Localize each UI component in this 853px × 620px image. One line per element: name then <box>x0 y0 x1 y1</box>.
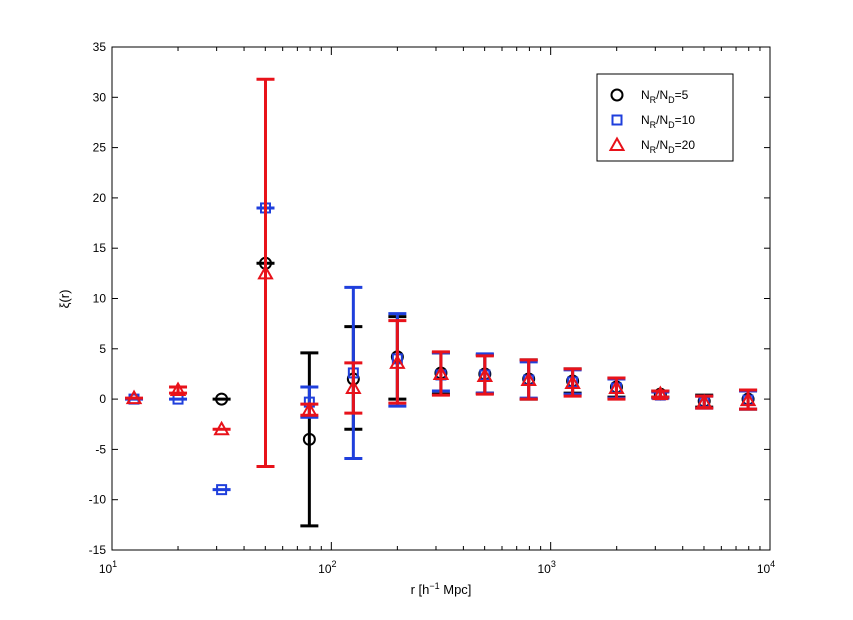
y-tick-label: 0 <box>99 392 106 406</box>
data-point <box>302 432 316 446</box>
data-point <box>476 367 494 382</box>
axis-ticks: -15 -10 -5 0 5 10 15 20 25 30 35 101 102 103 104 <box>89 40 776 576</box>
x-tick-label: 103 <box>537 559 555 576</box>
data-point <box>652 385 669 401</box>
legend-box <box>596 73 734 162</box>
data-point <box>125 389 143 405</box>
x-tick-label: 104 <box>757 559 775 576</box>
legend-marker-circle <box>610 88 624 102</box>
y-tick-label: 35 <box>93 40 107 54</box>
legend-label: NR/ND=10 <box>641 113 695 130</box>
data-point <box>169 381 187 397</box>
data-point <box>301 401 318 417</box>
data-point <box>695 393 713 409</box>
data-point <box>432 365 450 380</box>
y-tick-label: 10 <box>93 292 107 306</box>
data-point <box>257 264 274 280</box>
y-tick-label: 20 <box>93 191 107 205</box>
y-tick-label: 30 <box>93 90 107 104</box>
x-tick-label: 102 <box>318 559 336 576</box>
data-point <box>345 379 362 395</box>
legend: NR/ND=5 NR/ND=10 NR/ND=20 <box>596 73 734 162</box>
legend-marker-triangle <box>608 136 626 151</box>
legend-marker-square <box>611 114 623 126</box>
data-point <box>564 374 581 390</box>
y-tick-label: -15 <box>89 543 107 557</box>
x-tick-label: 101 <box>99 559 117 576</box>
plot-marks <box>125 77 758 528</box>
legend-label: NR/ND=20 <box>641 138 695 155</box>
data-point <box>389 354 406 369</box>
legend-label: NR/ND=5 <box>641 88 689 105</box>
data-point <box>213 420 230 436</box>
y-axis-label: ξ(r) <box>57 290 72 309</box>
y-tick-label: 25 <box>93 141 107 155</box>
series-square <box>125 202 758 496</box>
y-tick-label: -5 <box>95 442 106 456</box>
series-triangle <box>125 77 758 469</box>
data-point <box>520 371 537 386</box>
data-point <box>216 484 228 496</box>
data-point <box>739 391 757 407</box>
y-tick-label: 15 <box>93 241 107 255</box>
data-point <box>215 392 229 406</box>
y-tick-label: -10 <box>89 493 107 507</box>
data-point <box>608 379 625 395</box>
y-tick-label: 5 <box>99 342 106 356</box>
x-axis-label: r [h−1 Mpc] <box>411 581 472 597</box>
